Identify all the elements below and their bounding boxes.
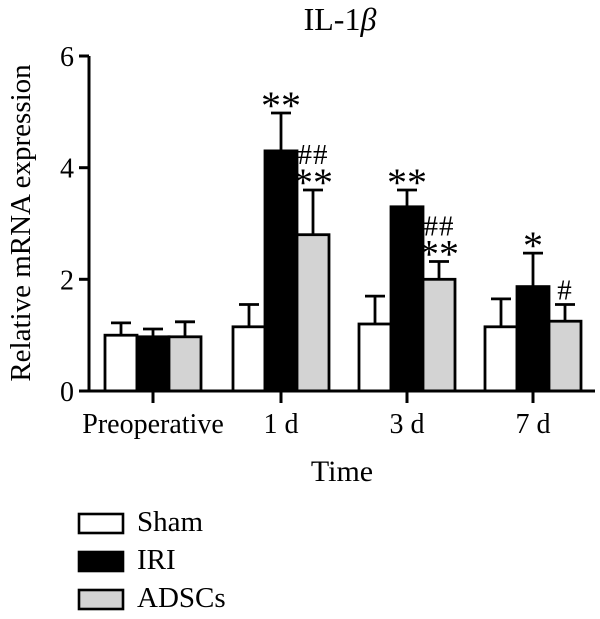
x-tick-label-7-d: 7 d — [516, 409, 551, 440]
bar-adscs-3-d — [421, 277, 457, 393]
legend-swatch-iri — [77, 550, 125, 573]
y-tick-label-6: 6 — [60, 42, 74, 73]
annotation-x-adscs-1-d: ** — [293, 160, 333, 205]
legend-label-sham: Sham — [137, 506, 204, 538]
bar-iri-7-d — [515, 285, 551, 393]
bar-adscs-1-d — [295, 233, 331, 393]
annotation-x-adscs-3-d: ** — [419, 232, 459, 277]
x-tick-label-1-d: 1 d — [264, 409, 299, 440]
chart-title-beta-symbol: β — [359, 1, 376, 37]
legend: Sham IRI ADSCs — [77, 506, 226, 614]
bar-adscs-preoperative — [167, 335, 203, 393]
annotation-x-adscs-7-d: # — [557, 275, 573, 307]
y-tick-label-2: 2 — [60, 265, 74, 296]
y-axis-label: Relative mRNA expression — [5, 64, 37, 382]
bar-adscs-7-d — [547, 319, 583, 393]
annotation-x-iri-1-d: ** — [261, 83, 301, 128]
bar-sham-1-d — [231, 325, 267, 393]
x-tick-label-preoperative: Preoperative — [82, 409, 224, 440]
y-tick-label-0: 0 — [60, 377, 74, 408]
legend-label-iri: IRI — [137, 544, 176, 576]
legend-item-iri: IRI — [77, 544, 176, 576]
chart-title: IL-1β — [304, 1, 377, 37]
legend-swatch-sham — [77, 512, 125, 535]
bar-sham-preoperative — [103, 333, 139, 393]
x-tick-label-3-d: 3 d — [390, 409, 425, 440]
bar-sham-7-d — [483, 325, 519, 393]
y-tick-label-4: 4 — [60, 154, 74, 185]
annotation-x-iri-3-d: ** — [387, 160, 427, 205]
annotation-x-adscs-1-d: ## — [298, 139, 329, 171]
legend-label-adscs: ADSCs — [137, 582, 226, 614]
bar-sham-3-d — [357, 322, 393, 393]
legend-item-adscs: ADSCs — [77, 582, 226, 614]
annotation-x-iri-7-d: * — [523, 223, 543, 268]
chart-title-prefix: IL-1 — [304, 1, 361, 37]
annotation-x-adscs-3-d: ## — [424, 211, 455, 243]
legend-swatch-adscs — [77, 588, 125, 611]
bar-iri-preoperative — [135, 335, 171, 393]
x-axis-label: Time — [311, 455, 373, 488]
legend-item-sham: Sham — [77, 506, 204, 538]
